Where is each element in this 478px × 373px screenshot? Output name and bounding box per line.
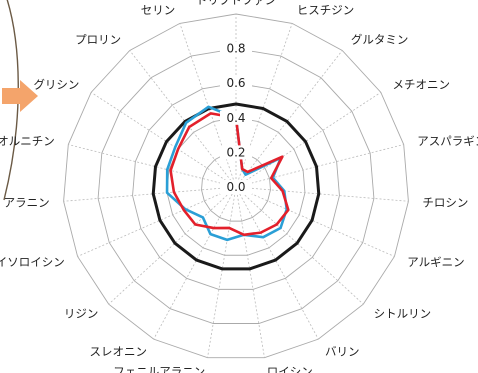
category-label: グルタミン bbox=[351, 32, 409, 46]
grid-ring bbox=[132, 82, 340, 290]
radar-series bbox=[151, 102, 321, 271]
series-line-3 bbox=[169, 112, 290, 237]
category-label: アラニン bbox=[4, 195, 50, 209]
category-label: メチオニン bbox=[393, 78, 451, 92]
grid-spoke bbox=[235, 186, 395, 257]
grid-spoke bbox=[235, 186, 265, 358]
grid-spoke bbox=[235, 92, 382, 188]
category-label: セリン bbox=[141, 3, 176, 17]
tick-label-bg bbox=[220, 41, 252, 56]
grid-spoke bbox=[179, 23, 237, 188]
category-label: グリシン bbox=[33, 78, 79, 92]
category-label: ヒスチジン bbox=[297, 3, 355, 17]
grid-spoke bbox=[129, 50, 237, 188]
category-label: オルニチン bbox=[0, 134, 55, 148]
grid-spoke bbox=[68, 144, 237, 188]
left-arc-decoration bbox=[3, 0, 19, 201]
tick-label-bg bbox=[220, 180, 252, 194]
grid-spoke bbox=[235, 144, 404, 188]
grid-spoke bbox=[235, 186, 409, 202]
radar-grid bbox=[63, 13, 409, 359]
radial-tick-labels: 0.0 0.2 0.4 0.6 0.8 bbox=[220, 41, 252, 194]
grid-spoke bbox=[63, 186, 237, 202]
tick-label: 0.4 bbox=[226, 111, 245, 125]
category-label: ロイシン bbox=[267, 364, 313, 373]
category-label: アスパラギン bbox=[417, 134, 478, 148]
grid-spoke bbox=[108, 186, 237, 305]
tick-label-bg bbox=[220, 145, 252, 160]
grid-spoke bbox=[235, 186, 319, 340]
tick-label-bg bbox=[220, 76, 252, 91]
category-label: バリン bbox=[325, 344, 360, 358]
grid-ring bbox=[63, 13, 409, 359]
category-label: スレオニン bbox=[89, 344, 147, 358]
grid-spoke bbox=[153, 186, 237, 340]
grid-spoke bbox=[235, 186, 364, 305]
category-label: プロリン bbox=[75, 32, 121, 46]
grid-spoke bbox=[90, 92, 237, 188]
category-label: リジン bbox=[64, 307, 99, 321]
grid-spoke bbox=[77, 186, 237, 257]
grid-spoke bbox=[207, 186, 237, 358]
decorations bbox=[2, 0, 38, 201]
category-label: シトルリン bbox=[374, 307, 432, 321]
category-label: チロシン bbox=[422, 195, 468, 209]
grid-ring bbox=[97, 48, 375, 324]
series-line-1 bbox=[151, 102, 321, 271]
category-label: トリプトファン bbox=[196, 0, 277, 7]
tick-label: 0.8 bbox=[226, 42, 245, 56]
tick-label-bg bbox=[220, 110, 252, 125]
orange-arrow-icon bbox=[2, 80, 38, 112]
grid-spoke bbox=[235, 23, 293, 188]
tick-label: 0.0 bbox=[226, 180, 245, 194]
category-label: フェニルアラニン bbox=[113, 364, 205, 373]
category-label: アルギニン bbox=[407, 255, 464, 269]
category-label: イソロイシン bbox=[0, 255, 65, 269]
grid-spoke bbox=[235, 50, 343, 188]
tick-label: 0.6 bbox=[226, 76, 245, 90]
grid-ring bbox=[201, 151, 271, 222]
tick-label: 0.2 bbox=[226, 145, 245, 159]
